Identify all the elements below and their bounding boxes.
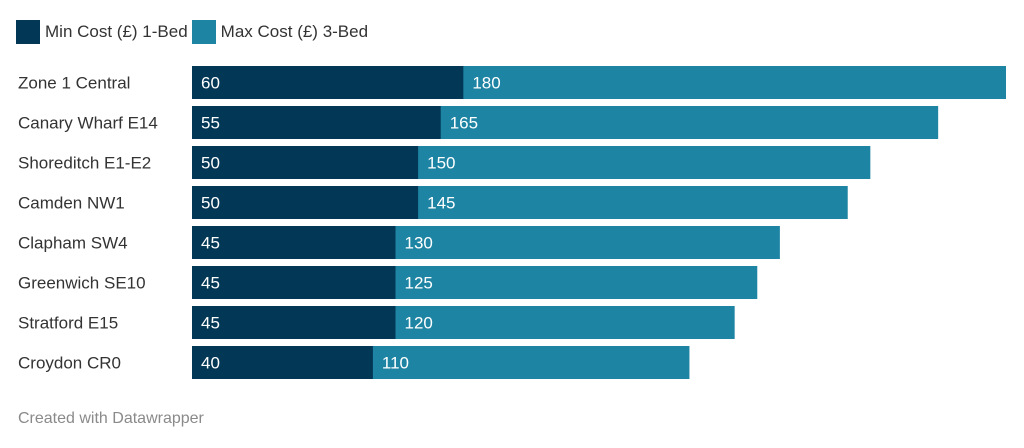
bar-min-cost (192, 186, 419, 219)
legend-swatch-min-cost (16, 20, 40, 44)
category-label: Camden NW1 (18, 194, 125, 213)
bar-min-cost (192, 346, 373, 379)
category-label: Croydon CR0 (18, 354, 121, 373)
value-label-min-cost: 55 (201, 114, 220, 133)
bar-min-cost (192, 106, 441, 139)
legend-swatch-max-cost (191, 20, 216, 44)
value-label-min-cost: 50 (201, 154, 220, 173)
value-label-min-cost: 40 (201, 354, 220, 373)
legend-label-max-cost: Max Cost (£) 3-Bed (220, 22, 369, 41)
category-label: Clapham SW4 (18, 234, 128, 253)
category-label: Zone 1 Central (18, 74, 130, 93)
value-label-max-cost: 110 (382, 354, 409, 373)
legend-item-max-cost: Max Cost (£) 3-Bed (191, 20, 369, 44)
value-label-max-cost: 130 (405, 234, 433, 253)
category-label: Shoreditch E1-E2 (18, 154, 151, 173)
value-label-max-cost: 125 (405, 274, 433, 293)
category-label: Greenwich SE10 (18, 274, 146, 293)
bar-min-cost (192, 266, 396, 299)
value-label-max-cost: 120 (405, 314, 433, 333)
value-label-min-cost: 50 (201, 194, 220, 213)
bar-min-cost (192, 306, 396, 339)
value-label-max-cost: 150 (427, 154, 455, 173)
datawrapper-credit: Created with Datawrapper (18, 410, 204, 427)
value-label-max-cost: 165 (450, 114, 478, 133)
value-label-min-cost: 60 (201, 74, 220, 93)
category-label: Canary Wharf E14 (18, 114, 158, 133)
bar-min-cost (192, 146, 419, 179)
bar-chart: Zone 1 Central 60 180 Canary Wharf E14 55 165… (18, 66, 1006, 379)
chart-legend: Min Cost (£) 1-Bed Max Cost (£) 3-Bed (16, 19, 372, 45)
category-label: Stratford E15 (18, 314, 118, 333)
value-label-min-cost: 45 (201, 314, 220, 333)
legend-item-min-cost: Min Cost (£) 1-Bed (16, 20, 188, 44)
value-label-max-cost: 180 (472, 74, 500, 93)
value-label-max-cost: 145 (427, 194, 455, 213)
legend-label-min-cost: Min Cost (£) 1-Bed (45, 22, 188, 41)
bar-min-cost (192, 226, 396, 259)
value-label-min-cost: 45 (201, 274, 220, 293)
bar-min-cost (192, 66, 464, 99)
value-label-min-cost: 45 (201, 234, 220, 253)
